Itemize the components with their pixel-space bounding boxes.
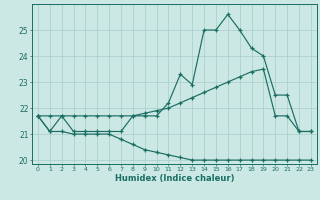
X-axis label: Humidex (Indice chaleur): Humidex (Indice chaleur) [115,174,234,183]
